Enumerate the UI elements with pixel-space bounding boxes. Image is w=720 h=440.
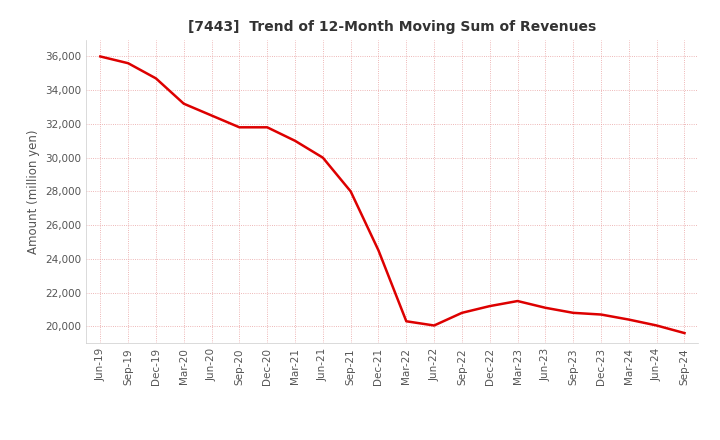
Title: [7443]  Trend of 12-Month Moving Sum of Revenues: [7443] Trend of 12-Month Moving Sum of R…	[188, 20, 597, 34]
Y-axis label: Amount (million yen): Amount (million yen)	[27, 129, 40, 253]
